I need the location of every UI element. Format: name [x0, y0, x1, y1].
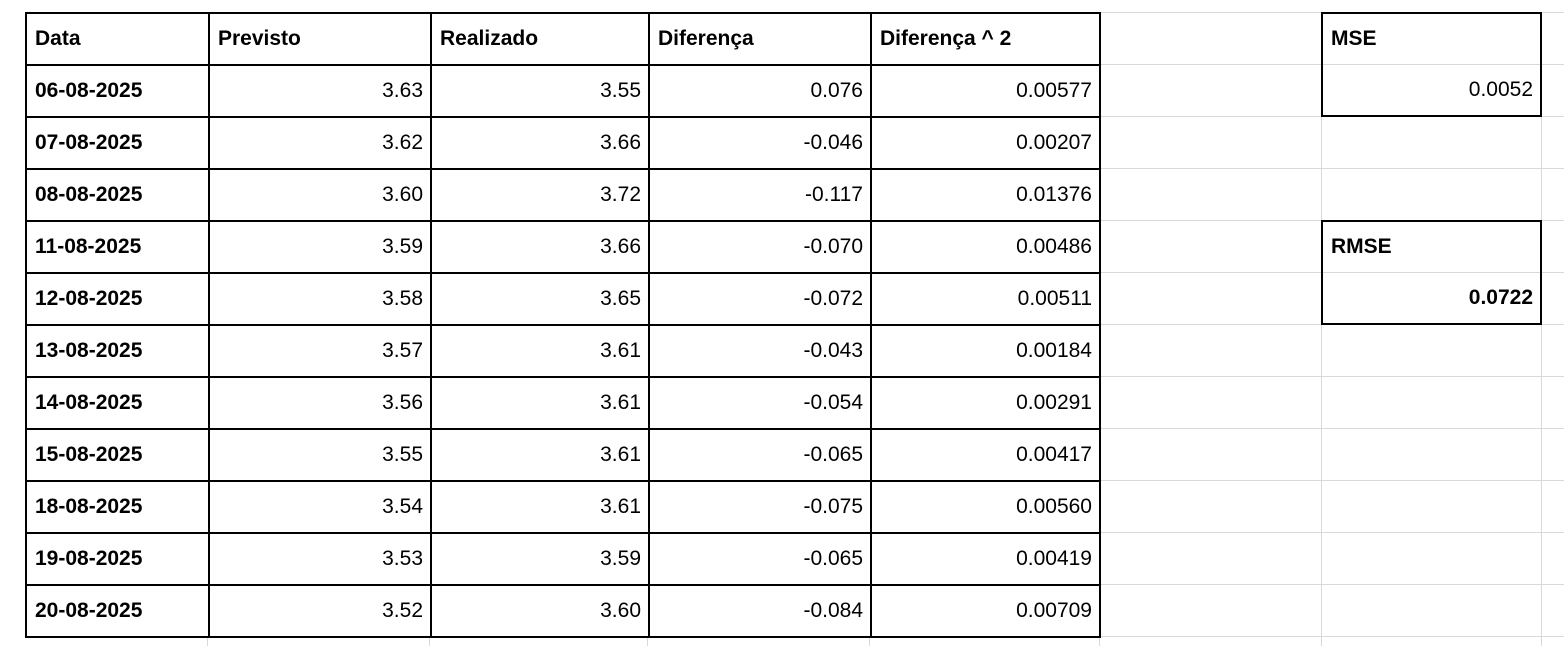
cell-data[interactable]: 14-08-2025 [25, 376, 210, 430]
table-header-row: Data Previsto Realizado Diferença Difere… [25, 12, 1101, 66]
header-data[interactable]: Data [25, 12, 210, 66]
table-row: 18-08-2025 3.54 3.61 -0.075 0.00560 [25, 480, 1101, 534]
rmse-value-cell[interactable]: 0.0722 [1468, 285, 1533, 309]
cell-previsto[interactable]: 3.52 [208, 584, 432, 638]
cell-data[interactable]: 08-08-2025 [25, 168, 210, 222]
cell-data[interactable]: 07-08-2025 [25, 116, 210, 170]
cell-diferenca-sq[interactable]: 0.00577 [870, 64, 1101, 118]
gridline-stub [429, 636, 430, 646]
cell-realizado[interactable]: 3.61 [430, 376, 650, 430]
cell-data[interactable]: 11-08-2025 [25, 220, 210, 274]
cell-diferenca-sq[interactable]: 0.00419 [870, 532, 1101, 586]
cell-realizado[interactable]: 3.72 [430, 168, 650, 222]
mse-value-cell[interactable]: 0.0052 [1468, 77, 1533, 101]
cell-diferenca[interactable]: -0.065 [648, 428, 872, 482]
cell-realizado[interactable]: 3.65 [430, 272, 650, 326]
cell-diferenca-sq[interactable]: 0.00511 [870, 272, 1101, 326]
cell-previsto[interactable]: 3.54 [208, 480, 432, 534]
cell-previsto[interactable]: 3.59 [208, 220, 432, 274]
table-row: 08-08-2025 3.60 3.72 -0.117 0.01376 [25, 168, 1101, 222]
header-diferenca-sq[interactable]: Diferença ^ 2 [870, 12, 1101, 66]
header-diferenca[interactable]: Diferença [648, 12, 872, 66]
cell-previsto[interactable]: 3.55 [208, 428, 432, 482]
cell-realizado[interactable]: 3.59 [430, 532, 650, 586]
cell-previsto[interactable]: 3.53 [208, 532, 432, 586]
header-previsto[interactable]: Previsto [208, 12, 432, 66]
forecast-table: Data Previsto Realizado Diferença Difere… [25, 12, 1101, 638]
cell-diferenca-sq[interactable]: 0.01376 [870, 168, 1101, 222]
table-row: 20-08-2025 3.52 3.60 -0.084 0.00709 [25, 584, 1101, 638]
cell-data[interactable]: 06-08-2025 [25, 64, 210, 118]
cell-previsto[interactable]: 3.60 [208, 168, 432, 222]
cell-diferenca-sq[interactable]: 0.00417 [870, 428, 1101, 482]
cell-previsto[interactable]: 3.62 [208, 116, 432, 170]
cell-realizado[interactable]: 3.55 [430, 64, 650, 118]
cell-realizado[interactable]: 3.61 [430, 324, 650, 378]
cell-data[interactable]: 15-08-2025 [25, 428, 210, 482]
cell-diferenca-sq[interactable]: 0.00291 [870, 376, 1101, 430]
table-row: 13-08-2025 3.57 3.61 -0.043 0.00184 [25, 324, 1101, 378]
cell-diferenca-sq[interactable]: 0.00560 [870, 480, 1101, 534]
cell-realizado[interactable]: 3.61 [430, 480, 650, 534]
mse-box: MSE 0.0052 [1321, 12, 1542, 117]
cell-previsto[interactable]: 3.57 [208, 324, 432, 378]
cell-data[interactable]: 18-08-2025 [25, 480, 210, 534]
cell-diferenca[interactable]: -0.070 [648, 220, 872, 274]
cell-diferenca[interactable]: -0.117 [648, 168, 872, 222]
table-row: 11-08-2025 3.59 3.66 -0.070 0.00486 [25, 220, 1101, 274]
cell-diferenca-sq[interactable]: 0.00709 [870, 584, 1101, 638]
gridline-stub [207, 636, 208, 646]
rmse-label-cell[interactable]: RMSE [1323, 222, 1540, 273]
table-row: 07-08-2025 3.62 3.66 -0.046 0.00207 [25, 116, 1101, 170]
gridline-stub [647, 636, 648, 646]
cell-diferenca-sq[interactable]: 0.00184 [870, 324, 1101, 378]
cell-data[interactable]: 13-08-2025 [25, 324, 210, 378]
rmse-box: RMSE 0.0722 [1321, 220, 1542, 325]
header-realizado[interactable]: Realizado [430, 12, 650, 66]
cell-data[interactable]: 19-08-2025 [25, 532, 210, 586]
cell-diferenca[interactable]: -0.054 [648, 376, 872, 430]
gridline-stub [869, 636, 870, 646]
cell-previsto[interactable]: 3.58 [208, 272, 432, 326]
cell-data[interactable]: 12-08-2025 [25, 272, 210, 326]
cell-previsto[interactable]: 3.63 [208, 64, 432, 118]
cell-previsto[interactable]: 3.56 [208, 376, 432, 430]
cell-data[interactable]: 20-08-2025 [25, 584, 210, 638]
cell-diferenca[interactable]: -0.046 [648, 116, 872, 170]
mse-label-cell[interactable]: MSE [1323, 14, 1540, 65]
cell-diferenca[interactable]: 0.076 [648, 64, 872, 118]
cell-realizado[interactable]: 3.60 [430, 584, 650, 638]
cell-diferenca[interactable]: -0.043 [648, 324, 872, 378]
table-body: 06-08-2025 3.63 3.55 0.076 0.00577 07-08… [25, 64, 1101, 638]
cell-realizado[interactable]: 3.66 [430, 116, 650, 170]
cell-realizado[interactable]: 3.61 [430, 428, 650, 482]
table-row: 14-08-2025 3.56 3.61 -0.054 0.00291 [25, 376, 1101, 430]
table-row: 12-08-2025 3.58 3.65 -0.072 0.00511 [25, 272, 1101, 326]
table-row: 19-08-2025 3.53 3.59 -0.065 0.00419 [25, 532, 1101, 586]
cell-diferenca-sq[interactable]: 0.00207 [870, 116, 1101, 170]
cell-diferenca[interactable]: -0.075 [648, 480, 872, 534]
gridline-vertical [1541, 12, 1542, 646]
cell-realizado[interactable]: 3.66 [430, 220, 650, 274]
cell-diferenca-sq[interactable]: 0.00486 [870, 220, 1101, 274]
table-row: 15-08-2025 3.55 3.61 -0.065 0.00417 [25, 428, 1101, 482]
cell-diferenca[interactable]: -0.065 [648, 532, 872, 586]
gridline-stub [1099, 636, 1100, 646]
cell-diferenca[interactable]: -0.084 [648, 584, 872, 638]
gridline-vertical [1321, 12, 1322, 646]
cell-diferenca[interactable]: -0.072 [648, 272, 872, 326]
table-row: 06-08-2025 3.63 3.55 0.076 0.00577 [25, 64, 1101, 118]
